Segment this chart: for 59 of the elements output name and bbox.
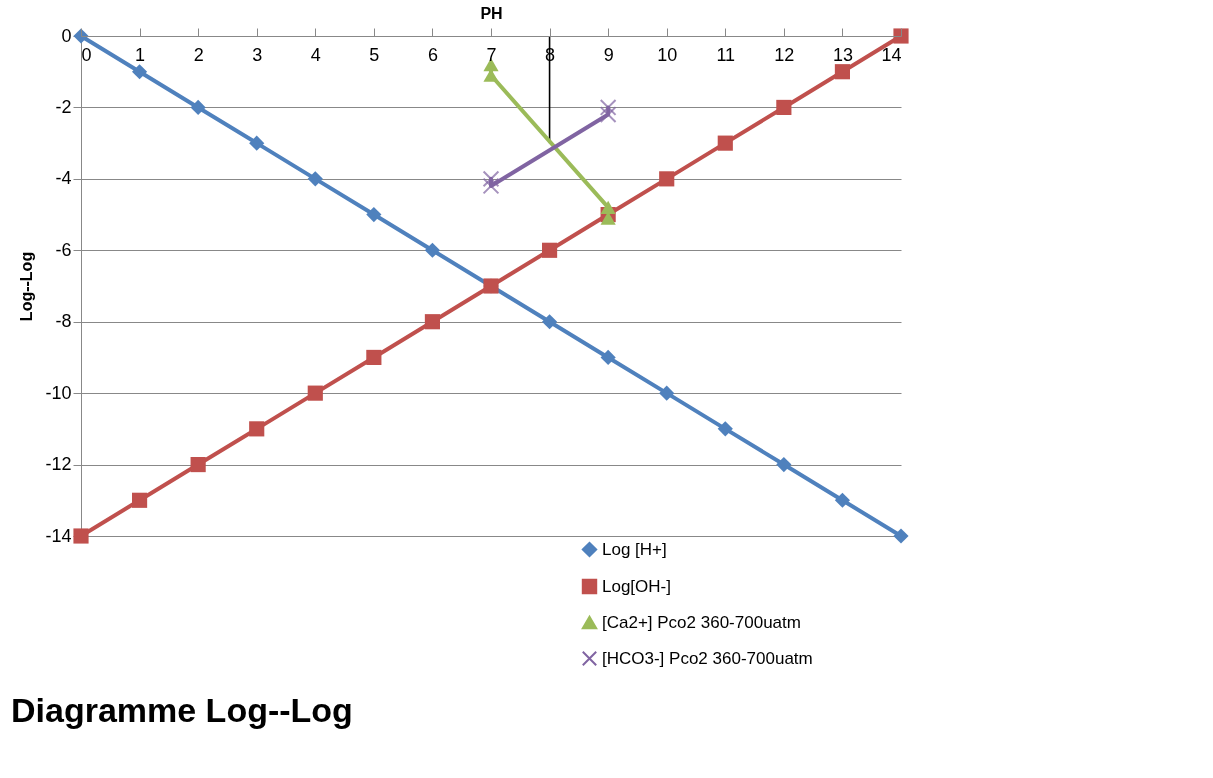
point [366,349,382,366]
point [541,242,558,258]
point [834,64,851,80]
point [190,99,206,116]
point [482,177,500,195]
point [541,314,558,330]
point [893,528,909,544]
x-tick-label: 10 [657,44,678,65]
x-tick-label: 13 [832,44,853,65]
point [717,421,733,437]
point [482,170,500,188]
point [190,456,206,473]
point [307,171,323,187]
y-tick-label: -2 [55,96,72,117]
point [249,135,265,151]
x-tick-label: 11 [716,44,736,65]
point [131,64,148,80]
x-tick-label: 0 [81,44,92,65]
legend-label: Log [H+] [602,539,667,559]
point [600,349,616,366]
legend-label: [Ca2+] Pco2 360-700uatm [602,612,801,632]
point [131,492,148,508]
x-tick-label: 4 [310,44,321,65]
y-tick-label: -6 [55,239,72,260]
point [599,99,617,116]
point [776,456,792,473]
y-axis-title: Log--Log [18,251,36,322]
x-tick-label: 5 [369,44,380,65]
x-tick-label: 1 [135,44,146,65]
x-tick-label: 7 [486,44,497,65]
point [834,492,851,508]
point [424,242,441,258]
point [73,528,89,544]
point [424,314,441,330]
point [600,200,616,214]
point [599,106,617,123]
x-tick-label: 2 [193,44,204,65]
point [307,385,323,401]
y-tick-label: -8 [55,311,72,332]
y-tick-label: -12 [45,454,72,475]
legend-label: [HCO3-] Pco2 360-700uatm [602,648,813,668]
x-tick-label: 14 [881,44,902,65]
x-tick-label: 12 [774,44,795,65]
y-tick-label: -10 [45,382,72,403]
x-axis-title: PH [480,5,503,22]
y-tick-label: -4 [55,168,72,189]
point [659,171,675,187]
y-tick-label: -14 [45,525,72,546]
point [717,135,733,151]
text: Diagramme Log--Log [10,691,353,729]
x-tick-label: 9 [603,44,614,65]
x-tick-label: 3 [252,44,263,65]
point [249,421,265,437]
point [366,206,382,223]
point [776,99,792,116]
x-tick-label: 6 [427,44,438,65]
y-tick-label: 0 [61,25,72,46]
point [659,385,675,401]
legend-label: Log[OH-] [602,576,671,596]
